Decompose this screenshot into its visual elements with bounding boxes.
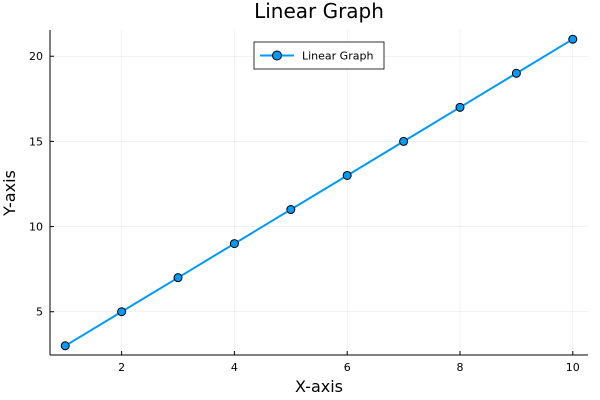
x-tick-label: 10	[566, 361, 580, 374]
data-point	[173, 273, 183, 283]
x-tick-label: 8	[456, 361, 463, 374]
legend: Linear Graph	[253, 41, 385, 70]
data-point	[342, 170, 352, 180]
data-point	[286, 205, 296, 215]
y-tick-label: 15	[29, 135, 43, 148]
x-tick-label: 6	[344, 361, 351, 374]
tick-labels: 2 4 6 8 10 5 10 15 20	[29, 50, 580, 374]
chart-title: Linear Graph	[254, 0, 384, 23]
x-axis-label: X-axis	[295, 377, 343, 396]
data-point	[511, 68, 521, 78]
x-tick-label: 4	[231, 361, 238, 374]
y-tick-label: 20	[29, 50, 43, 63]
y-tick-label: 10	[29, 221, 43, 234]
grid	[50, 30, 588, 355]
x-tick-label: 2	[118, 361, 125, 374]
series-line	[64, 38, 574, 347]
y-axis-label: Y-axis	[0, 170, 19, 217]
data-point	[455, 102, 465, 112]
data-point	[229, 239, 239, 249]
legend-entry-linear-graph: Linear Graph	[302, 50, 373, 63]
data-point	[399, 136, 409, 146]
data-point	[568, 34, 578, 44]
data-point	[117, 307, 127, 317]
axes	[49, 30, 588, 356]
data-point	[60, 341, 70, 351]
series-layer	[60, 34, 578, 351]
y-tick-label: 5	[36, 306, 43, 319]
legend-marker-swatch	[272, 50, 282, 61]
